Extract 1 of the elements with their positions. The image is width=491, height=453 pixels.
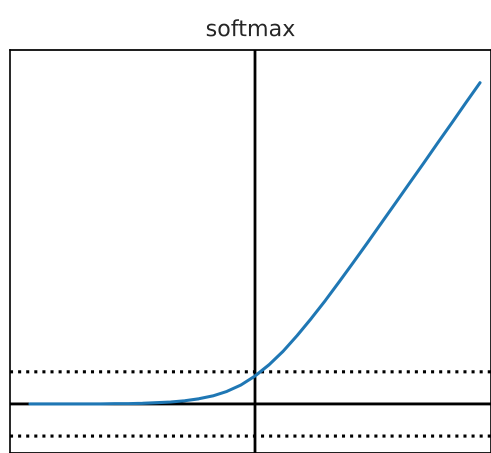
chart-title: softmax	[206, 19, 295, 36]
